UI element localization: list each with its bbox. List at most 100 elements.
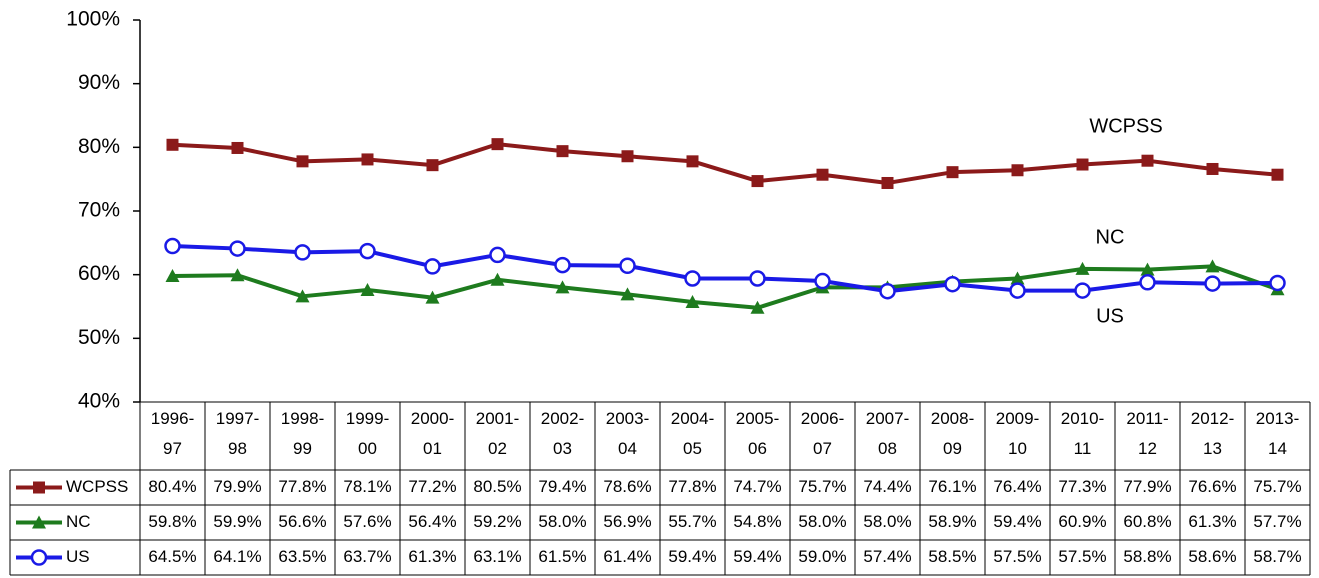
table-cell: 77.2% xyxy=(408,477,456,496)
y-tick-label: 80% xyxy=(78,135,120,158)
data-point xyxy=(360,282,375,296)
table-cell: 77.9% xyxy=(1123,477,1171,496)
data-point xyxy=(879,282,896,300)
table-cell: 78.1% xyxy=(343,477,391,496)
table-cell: 57.6% xyxy=(343,512,391,531)
x-tick-label: 2012-13 xyxy=(1191,409,1234,458)
table-cell: 77.3% xyxy=(1058,477,1106,496)
x-tick-label: 2000-01 xyxy=(411,409,454,458)
data-point xyxy=(1204,275,1221,292)
data-point xyxy=(749,270,766,287)
x-tick-label: 2010-11 xyxy=(1061,409,1104,458)
y-tick-label: 70% xyxy=(78,199,120,222)
table-cell: 61.3% xyxy=(1188,512,1236,531)
data-point xyxy=(230,268,245,282)
table-cell: 58.0% xyxy=(538,512,586,531)
data-point xyxy=(1076,158,1089,171)
data-point xyxy=(751,175,764,188)
x-tick-label: 2008-09 xyxy=(931,409,974,458)
series-line xyxy=(172,244,1278,294)
table-cell: 59.4% xyxy=(993,512,1041,531)
table-cell: 58.5% xyxy=(928,547,976,566)
data-point xyxy=(490,272,505,286)
data-point xyxy=(556,145,569,158)
table-cell: 59.0% xyxy=(798,547,846,566)
table-cell: 79.9% xyxy=(213,477,261,496)
data-point xyxy=(686,155,699,168)
table-cell: 77.8% xyxy=(668,477,716,496)
legend-label: US xyxy=(66,547,90,566)
data-point xyxy=(750,300,765,314)
x-tick-label: 2004-05 xyxy=(671,409,714,458)
table-cell: 74.4% xyxy=(863,477,911,496)
data-point xyxy=(1271,168,1284,181)
table-cell: 78.6% xyxy=(603,477,651,496)
data-point xyxy=(1011,164,1024,177)
data-point xyxy=(684,270,701,287)
x-tick-label: 2011-12 xyxy=(1126,409,1168,458)
table-cell: 61.3% xyxy=(408,547,456,566)
table-cell: 60.9% xyxy=(1058,512,1106,531)
legend-marker xyxy=(33,481,45,494)
table-cell: 64.5% xyxy=(148,547,196,566)
annotation: WCPSS xyxy=(1089,115,1162,137)
table-cell: 75.7% xyxy=(798,477,846,496)
data-point xyxy=(814,272,831,290)
legend-marker xyxy=(32,515,46,529)
table-cell: 76.6% xyxy=(1188,477,1236,496)
data-point xyxy=(816,168,829,181)
data-point xyxy=(1269,274,1286,292)
x-tick-label: 2003-04 xyxy=(606,409,649,458)
legend-marker xyxy=(30,549,48,566)
table-cell: 56.9% xyxy=(603,512,651,531)
table-cell: 59.4% xyxy=(668,547,716,566)
annotation: NC xyxy=(1096,226,1125,248)
data-point xyxy=(1206,162,1219,175)
data-point xyxy=(166,138,179,151)
table-cell: 56.6% xyxy=(278,512,326,531)
data-point xyxy=(489,246,506,264)
x-tick-label: 2009-10 xyxy=(996,409,1039,458)
data-point xyxy=(619,257,636,275)
table-cell: 58.6% xyxy=(1188,547,1236,566)
table-cell: 58.0% xyxy=(863,512,911,531)
table-cell: 57.7% xyxy=(1253,512,1301,531)
data-point xyxy=(621,150,634,163)
table-cell: 80.5% xyxy=(473,477,521,496)
x-tick-label: 1997-98 xyxy=(216,409,259,458)
x-tick-label: 2007-08 xyxy=(866,409,909,458)
data-point xyxy=(554,256,571,274)
table-cell: 75.7% xyxy=(1253,477,1301,496)
x-tick-label: 2001-02 xyxy=(476,409,519,458)
data-point xyxy=(944,275,961,293)
table-cell: 57.5% xyxy=(1058,547,1106,566)
x-tick-label: 2006-07 xyxy=(801,409,844,458)
x-tick-label: 2005-06 xyxy=(736,409,779,458)
data-point xyxy=(555,280,570,294)
data-point xyxy=(165,268,180,282)
x-tick-label: 2013-14 xyxy=(1256,409,1299,458)
data-point xyxy=(164,237,181,255)
table-cell: 60.8% xyxy=(1123,512,1171,531)
table-cell: 59.8% xyxy=(148,512,196,531)
x-tick-label: 1999-00 xyxy=(346,409,389,458)
table-cell: 64.1% xyxy=(213,547,261,566)
data-point xyxy=(685,295,700,309)
data-point xyxy=(1074,282,1091,299)
table-cell: 76.4% xyxy=(993,477,1041,496)
data-point xyxy=(1075,261,1090,275)
series-line xyxy=(172,264,1279,310)
data-point xyxy=(229,240,246,257)
data-point xyxy=(620,287,635,301)
y-tick-label: 40% xyxy=(78,390,120,413)
y-tick-label: 90% xyxy=(78,71,120,94)
data-point xyxy=(946,166,959,179)
series-line xyxy=(172,142,1278,185)
data-point xyxy=(294,244,311,261)
table-cell: 59.9% xyxy=(213,512,261,531)
table-cell: 76.1% xyxy=(928,477,976,496)
y-tick-label: 60% xyxy=(78,262,120,285)
data-point xyxy=(295,289,310,303)
